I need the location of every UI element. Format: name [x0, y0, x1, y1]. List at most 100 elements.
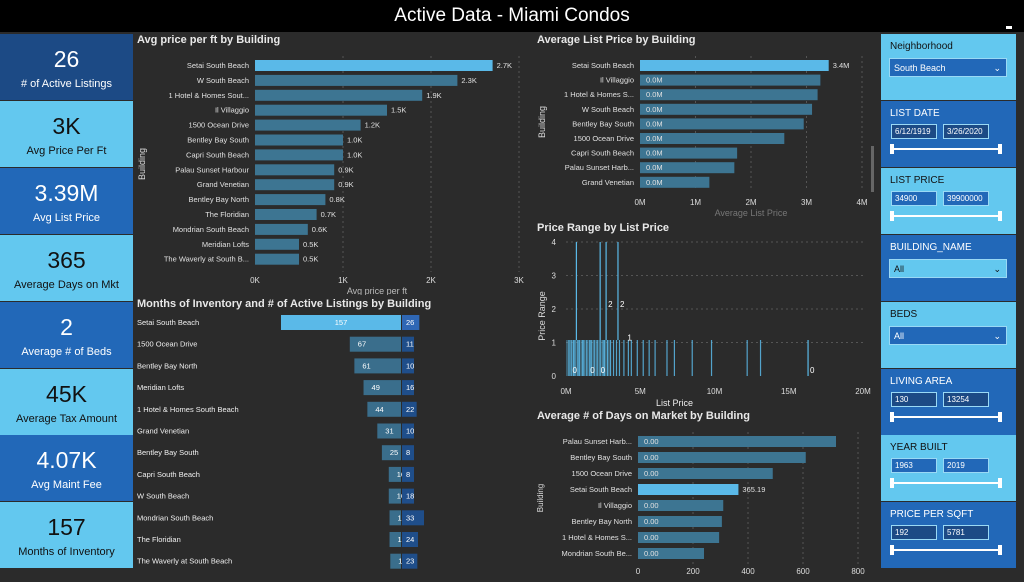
year-built-to-input[interactable]: 2019	[943, 458, 989, 473]
slider-handle-max[interactable]	[998, 545, 1002, 555]
year-built-from-input[interactable]: 1963	[891, 458, 937, 473]
year-built-slider[interactable]	[890, 478, 1002, 488]
chart-scrollbar[interactable]	[871, 146, 874, 192]
list-price-from-input[interactable]: 34900	[891, 191, 937, 206]
category-label: Meridian Lofts	[202, 240, 249, 249]
data-label: 0.7K	[321, 210, 336, 219]
bar	[402, 510, 424, 526]
bar	[402, 380, 414, 396]
slider-handle-min[interactable]	[890, 412, 894, 422]
y-tick-label: 0	[552, 372, 557, 381]
filter-title: LIST PRICE	[890, 175, 945, 186]
slider-handle-min[interactable]	[890, 211, 894, 221]
category-label: Bentley Bay North	[572, 517, 632, 526]
bar	[255, 253, 299, 265]
chart-price-range[interactable]: 0 1 2 3 4 0M 5M 10M 15M 20M Price Range List Price 0…	[533, 236, 873, 408]
x-tick-label: 0K	[250, 276, 260, 285]
list-price-to-input[interactable]: 39900000	[943, 191, 989, 206]
kpi-value: 26	[53, 46, 80, 72]
kpi-active-listings[interactable]: 26 # of Active Listings	[0, 34, 133, 100]
data-label: 1.0K	[347, 136, 362, 145]
chart-title-avg-list-price: Average List Price by Building	[537, 34, 696, 46]
data-label: 2.7K	[497, 61, 512, 70]
x-tick-label: 200	[686, 567, 700, 576]
neighborhood-dropdown[interactable]: South Beach ⌄	[889, 58, 1007, 77]
slider-handle-min[interactable]	[890, 144, 894, 154]
beds-dropdown[interactable]: All ⌄	[889, 326, 1007, 345]
point-label: 0	[590, 366, 595, 375]
bar	[255, 164, 335, 176]
bar	[402, 401, 417, 417]
bar	[354, 358, 401, 374]
kpi-avg-beds[interactable]: 2 Average # of Beds	[0, 302, 133, 368]
kpi-label: Average Tax Amount	[15, 413, 118, 425]
chart-avg-list-price[interactable]: 0M 1M 2M 3M 4M Building Average List Price Seta…	[533, 50, 873, 220]
kpi-avg-days-on-mkt[interactable]: 365 Average Days on Mkt	[0, 235, 133, 301]
app-title: Active Data - Miami Condos	[0, 0, 1024, 32]
chevron-down-icon: ⌄	[993, 331, 1001, 341]
x-tick-label: 4M	[856, 198, 867, 207]
category-label: The Floridian	[137, 535, 181, 544]
bar	[402, 358, 414, 374]
data-label: 0.00	[644, 469, 659, 478]
kpi-value: 3K	[52, 113, 81, 139]
bar	[640, 74, 821, 86]
slider-handle-min[interactable]	[890, 545, 894, 555]
bar	[381, 445, 401, 461]
living-area-to-input[interactable]: 13254	[943, 392, 989, 407]
kpi-avg-maint-fee[interactable]: 4.07K Avg Maint Fee	[0, 435, 133, 501]
filter-building-name: BUILDING_NAME All ⌄	[881, 235, 1016, 301]
living-area-slider[interactable]	[890, 412, 1002, 422]
bar	[389, 532, 401, 547]
y-axis-label: Building	[137, 148, 147, 180]
chart-days-on-market[interactable]: 0 200 400 600 800 Building Palau Sunset Harb..…	[533, 426, 873, 580]
bar	[638, 532, 720, 543]
price-per-sqft-from-input[interactable]: 192	[891, 525, 937, 540]
kpi-months-of-inventory[interactable]: 157 Months of Inventory	[0, 502, 133, 568]
price-per-sqft-slider[interactable]	[890, 545, 1002, 555]
living-area-from-input[interactable]: 130	[891, 392, 937, 407]
filter-title: BEDS	[890, 309, 918, 320]
chart-avg-price-per-ft[interactable]: 0K 1K 2K 3K Building Avg price per ft Setai So…	[133, 50, 528, 295]
category-label: Setai South Beach	[137, 318, 199, 327]
building-name-dropdown[interactable]: All ⌄	[889, 259, 1007, 278]
list-date-from-input[interactable]: 6/12/1919	[891, 124, 937, 139]
filter-living-area: LIVING AREA 130 13254	[881, 369, 1016, 435]
category-label: Palau Sunset Harb...	[565, 163, 634, 172]
kpi-value: 45K	[46, 381, 87, 407]
slider-handle-min[interactable]	[890, 478, 894, 488]
bar	[402, 336, 414, 352]
slider-handle-max[interactable]	[998, 478, 1002, 488]
category-label: 1500 Ocean Drive	[189, 121, 249, 130]
bar	[388, 488, 401, 504]
category-label: Meridian Lofts	[137, 383, 184, 392]
category-label: 1 Hotel & Homes Sout...	[169, 91, 249, 100]
data-label: 2.3K	[461, 76, 476, 85]
data-label: 1.5K	[391, 106, 406, 115]
chart-months-inventory[interactable]: Setai South Beach 157 26 1500 Ocean Drive 67…	[133, 312, 528, 570]
data-label: 31	[385, 427, 393, 436]
bar	[255, 134, 343, 146]
kpi-avg-price-per-ft[interactable]: 3K Avg Price Per Ft	[0, 101, 133, 167]
data-label: 10	[406, 361, 414, 370]
slider-handle-max[interactable]	[998, 211, 1002, 221]
category-label: Palau Sunset Harb...	[563, 437, 632, 446]
list-price-slider[interactable]	[890, 211, 1002, 221]
filter-list-date: LIST DATE 6/12/1919 3/26/2020	[881, 101, 1016, 167]
bar	[377, 423, 401, 439]
category-label: The Waverly at South Beach	[137, 557, 232, 566]
kpi-avg-tax-amount[interactable]: 45K Average Tax Amount	[0, 369, 133, 435]
slider-handle-max[interactable]	[998, 144, 1002, 154]
data-label: 0.00	[644, 517, 659, 526]
kpi-avg-list-price[interactable]: 3.39M Avg List Price	[0, 168, 133, 234]
chart-title-price-range: Price Range by List Price	[537, 222, 670, 234]
price-per-sqft-to-input[interactable]: 5781	[943, 525, 989, 540]
dashboard-canvas	[0, 32, 1024, 582]
data-label: 33	[406, 513, 414, 522]
list-date-slider[interactable]	[890, 144, 1002, 154]
bar	[255, 179, 335, 191]
slider-handle-max[interactable]	[998, 412, 1002, 422]
list-date-to-input[interactable]: 3/26/2020	[943, 124, 989, 139]
bar	[281, 315, 401, 330]
bar	[255, 104, 387, 116]
